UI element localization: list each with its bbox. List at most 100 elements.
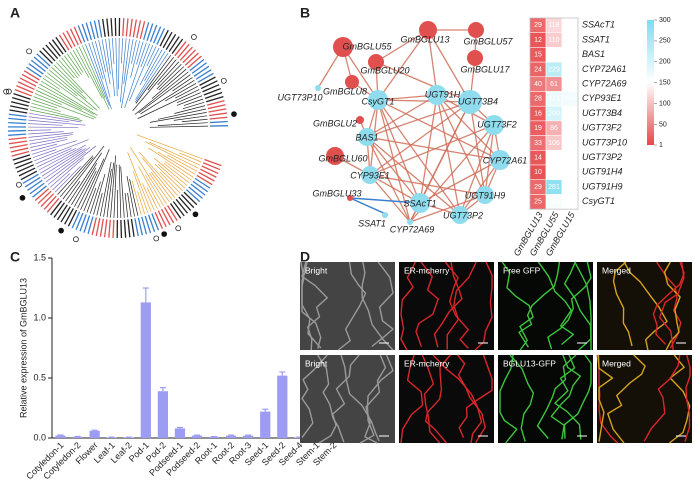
cell-outline <box>612 261 633 347</box>
branch <box>138 74 191 114</box>
branch <box>174 105 206 114</box>
branch <box>36 147 77 168</box>
node-label: UGT91H4 <box>425 89 466 99</box>
panel-label: D <box>300 249 310 265</box>
leaf-label <box>16 85 34 94</box>
leaf-label <box>58 34 70 51</box>
leaf-label <box>45 44 59 59</box>
row-label: UGT91H9 <box>582 181 623 191</box>
node-label: CYP72A69 <box>390 224 435 234</box>
leaf-label <box>32 185 47 198</box>
leaf-label <box>39 50 53 64</box>
leaf-label <box>43 195 57 210</box>
heatmap-cell <box>561 47 579 63</box>
leaf-label <box>187 55 202 69</box>
colorbar-label: 50 <box>659 121 667 128</box>
branch <box>39 83 95 115</box>
leaf-label <box>201 165 219 175</box>
node <box>476 186 494 204</box>
branch <box>131 39 137 64</box>
node-label: CYP72A61 <box>483 155 528 165</box>
leaf-label <box>13 157 32 165</box>
leaf-label <box>40 193 55 208</box>
branch <box>183 98 204 106</box>
cell-outline <box>433 261 463 348</box>
leaf-label <box>189 58 205 72</box>
leaf-label <box>204 158 222 167</box>
branch <box>57 155 94 195</box>
branch <box>65 181 81 202</box>
leaf-label <box>8 129 27 132</box>
leaf-label <box>144 215 152 234</box>
branch <box>38 144 86 171</box>
branch <box>147 57 174 91</box>
branch <box>121 39 134 109</box>
leaf-label <box>22 173 39 184</box>
marker <box>192 211 199 218</box>
cell-value: 29 <box>534 22 542 29</box>
node-label: GmBGLU13 <box>400 34 449 44</box>
leaf-label <box>103 219 108 238</box>
leaf-label <box>102 18 106 37</box>
node <box>407 219 413 225</box>
panel-label: C <box>10 249 20 265</box>
leaf-label <box>207 104 226 110</box>
branch <box>121 38 124 64</box>
branch <box>28 131 64 135</box>
branch <box>34 93 62 105</box>
leaf-label <box>167 205 178 222</box>
branch <box>135 53 169 103</box>
branch <box>111 38 115 65</box>
cell-outline <box>499 354 518 444</box>
leaf-label <box>93 20 99 39</box>
node-label: GmBGLU17 <box>460 64 510 74</box>
branch <box>127 192 132 218</box>
branch <box>145 174 164 206</box>
cell-value: 19 <box>534 125 542 132</box>
leaf-label <box>46 198 60 213</box>
marker <box>3 88 9 95</box>
edge <box>436 94 501 161</box>
node <box>490 150 510 170</box>
heatmap-cell <box>561 32 579 48</box>
cell-outline <box>684 354 691 442</box>
branch <box>86 187 97 213</box>
edge <box>377 99 501 161</box>
leaf-label <box>60 206 71 223</box>
edge <box>366 136 411 223</box>
node-label: BAS1 <box>355 132 378 142</box>
leaf-label <box>139 21 146 39</box>
branch <box>42 77 61 90</box>
leaf-label <box>24 176 41 188</box>
branch <box>71 162 98 206</box>
branch <box>61 57 79 79</box>
branch <box>66 53 82 76</box>
cell-value: 10 <box>534 169 542 176</box>
branch <box>118 38 120 90</box>
row-label: UGT73B4 <box>582 108 622 118</box>
branch <box>33 96 95 120</box>
bar <box>89 430 100 438</box>
node <box>410 193 430 213</box>
edge <box>369 174 411 223</box>
panel-label: A <box>10 5 20 21</box>
cell-outline <box>301 261 322 349</box>
leaf-label <box>8 136 27 141</box>
cell-outline <box>458 354 493 438</box>
leaf-label <box>122 18 125 37</box>
cell-value: 106 <box>548 140 560 147</box>
leaf-label <box>99 218 104 237</box>
cell-outline <box>643 354 681 442</box>
bar <box>55 435 66 438</box>
cell-outline <box>446 261 477 350</box>
leaf-label <box>108 219 111 238</box>
branch <box>31 140 78 155</box>
leaf-label <box>85 22 93 41</box>
leaf-label <box>64 208 74 225</box>
node <box>347 195 353 201</box>
marker <box>231 111 237 117</box>
edge <box>377 99 421 204</box>
cell-outline <box>474 261 493 351</box>
leaf-label <box>20 170 38 181</box>
leaf-label <box>87 216 94 235</box>
